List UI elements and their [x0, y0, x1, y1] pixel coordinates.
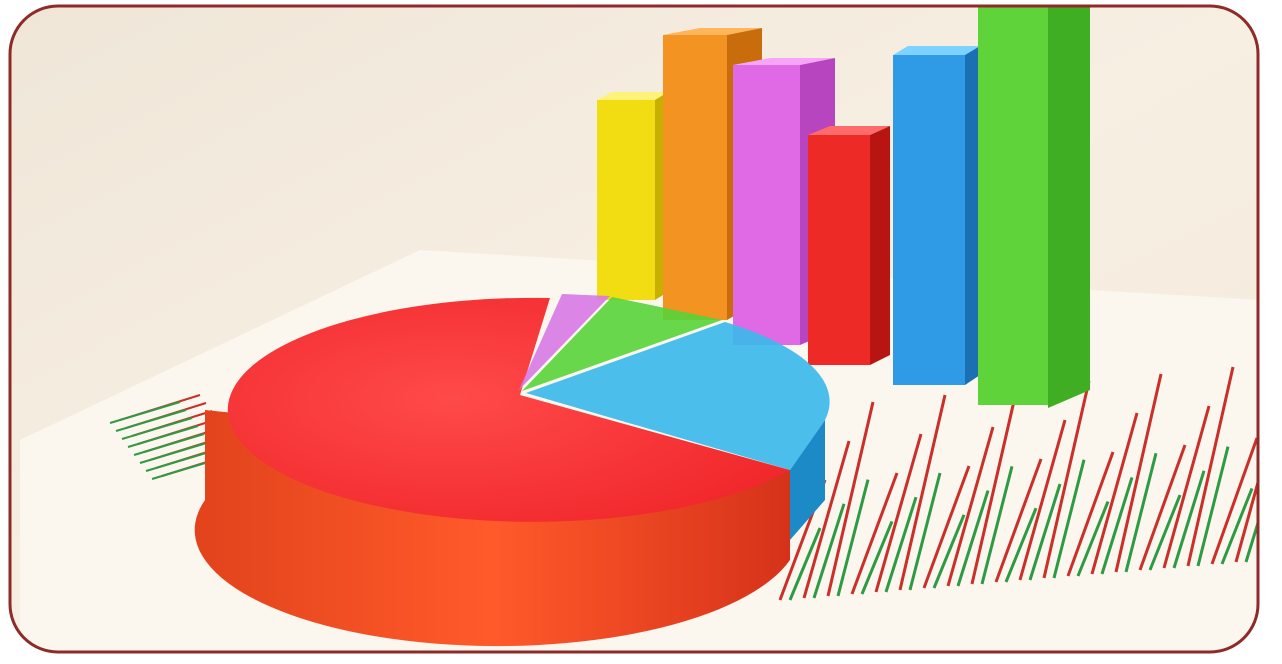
- pie-slice-red: [227, 297, 790, 522]
- pie-slice-green: [522, 297, 722, 391]
- background-line: [874, 433, 923, 593]
- bar-red: [808, 135, 870, 365]
- bar-top: [597, 92, 668, 100]
- background-line: [1114, 373, 1163, 573]
- background-line: [932, 514, 966, 589]
- bar-side: [965, 46, 980, 385]
- bar-top: [893, 46, 980, 55]
- bar-top: [808, 126, 890, 135]
- background-line: [898, 394, 947, 591]
- background-line: [994, 458, 1043, 583]
- background-line: [860, 520, 894, 595]
- background-line: [1052, 459, 1086, 579]
- background-line: [1138, 444, 1187, 571]
- background-line: [133, 433, 205, 456]
- background-line: [788, 527, 822, 601]
- background-line: [1004, 507, 1038, 583]
- background-line: [1066, 451, 1115, 577]
- background-line: [1124, 452, 1158, 573]
- bar-magenta: [733, 65, 800, 345]
- background-line: [826, 401, 875, 597]
- background-line: [946, 426, 995, 587]
- background-line: [1028, 483, 1062, 581]
- background-line: [1090, 412, 1139, 575]
- background-line: [121, 417, 193, 440]
- pie-slice-blue: [526, 322, 830, 470]
- background-line: [127, 425, 199, 448]
- background-line: [1148, 494, 1182, 571]
- bar-top: [733, 58, 835, 65]
- bar-chart: [597, 6, 1090, 408]
- background-line: [1076, 501, 1110, 577]
- background-line: [1172, 470, 1206, 569]
- background-line: [850, 472, 899, 595]
- background-line: [884, 496, 918, 593]
- background-line: [1244, 463, 1258, 563]
- background-line: [1234, 398, 1258, 563]
- bar-yellow: [597, 100, 655, 300]
- background-line: [145, 449, 217, 472]
- background-line: [115, 409, 187, 432]
- background-line: [980, 466, 1014, 585]
- pie-slice-purple: [519, 294, 610, 390]
- pie-chart: [194, 294, 830, 647]
- bar-side: [870, 126, 890, 365]
- frame-border: [8, 4, 1260, 654]
- bar-orange: [663, 35, 727, 320]
- background-line: [922, 465, 971, 589]
- background-line: [1196, 446, 1230, 567]
- background-line: [139, 441, 211, 464]
- background-line: [1162, 405, 1211, 569]
- background-line: [836, 479, 870, 597]
- background-line: [1186, 366, 1235, 567]
- bar-blue: [893, 55, 965, 385]
- bar-top: [663, 28, 762, 35]
- background-line: [1042, 380, 1091, 579]
- bar-side: [1048, 6, 1090, 408]
- background-line: [812, 503, 846, 599]
- pie-side-blue: [790, 420, 825, 540]
- background-line: [1220, 487, 1254, 565]
- background-line: [956, 490, 990, 587]
- background-line: [1210, 437, 1258, 565]
- bar-green: [978, 6, 1048, 405]
- background-line: [1100, 476, 1134, 575]
- background-bar-lines: [109, 366, 1258, 601]
- background-line: [970, 387, 1019, 585]
- background-line: [908, 472, 942, 591]
- background-line: [109, 401, 181, 424]
- background-line: [802, 440, 851, 599]
- background-line: [1018, 419, 1067, 581]
